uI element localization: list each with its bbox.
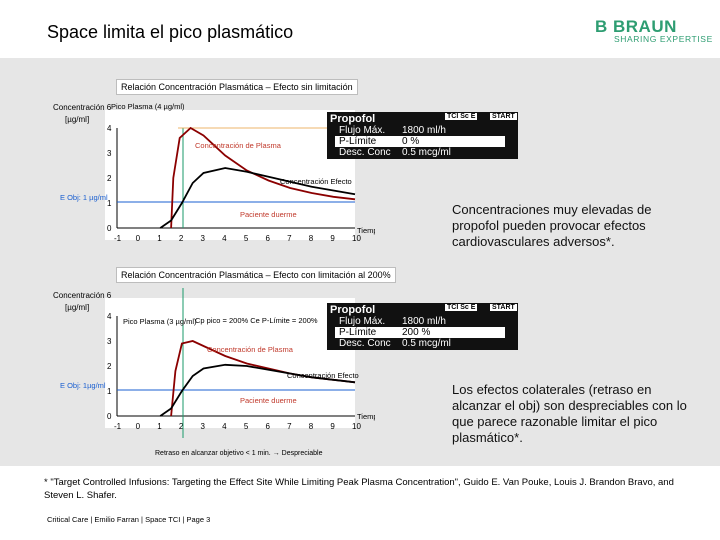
- chart-1-y-tick: 4: [107, 124, 112, 133]
- chart-1-plot-area: [105, 110, 355, 240]
- chart-2-delay-label: Retraso en alcanzar objetivo < 1 min. → …: [155, 450, 323, 457]
- chart-1-x-tick: 10: [352, 234, 361, 243]
- chart-2-x-tick: 7: [287, 422, 292, 431]
- chart-2-effect-label: Concentración Efecto: [287, 371, 359, 380]
- chart-2-y-tick: 1: [107, 387, 112, 396]
- display-2-row-2-label: P-Límite: [339, 327, 377, 338]
- chart-2-plot-area: [105, 298, 355, 428]
- chart-1-sleep-label: Paciente duerme: [240, 210, 297, 219]
- display-1-title: Propofol: [330, 113, 376, 125]
- chart-2-effect-curve: [159, 363, 356, 417]
- chart-1-x-tick: 8: [309, 234, 314, 243]
- chart-1-y-tick: 1: [107, 199, 112, 208]
- display-1-row-1-label: Flujo Máx.: [339, 125, 386, 136]
- chart-1-x-tick: 7: [287, 234, 292, 243]
- chart-1-x-tick: 4: [222, 234, 227, 243]
- pump-display-2: Propofol TCI Sc E START Flujo Máx. 1800 m…: [327, 303, 518, 350]
- chart-2-ylabel-1: Concentración 6: [53, 291, 112, 300]
- chart-1-x-tick: 9: [330, 234, 335, 243]
- chart-2-x-tick: 3: [201, 422, 206, 431]
- chart-2-x-tick: 10: [352, 422, 361, 431]
- display-2-row-1-label: Flujo Máx.: [339, 316, 386, 327]
- chart-1-xlabel: Tiempo [min]: [357, 226, 375, 235]
- display-1-row-2-label: P-Límite: [339, 136, 377, 147]
- chart-1-x-tick: 6: [265, 234, 270, 243]
- chart-2-x-tick: 1: [157, 422, 162, 431]
- display-1-row-1-value: 1800 ml/h: [402, 125, 446, 136]
- chart-1-x-tick: 0: [136, 234, 141, 243]
- chart-2-cp-label: Cp pico = 200% Ce P-Límite = 200%: [195, 316, 318, 325]
- chart-1-x-tick: 3: [201, 234, 206, 243]
- chart-2-x-tick: 4: [222, 422, 227, 431]
- display-1-row-3-label: Desc. Conc: [339, 147, 391, 158]
- brand-tagline: SHARING EXPERTISE: [614, 34, 713, 44]
- display-2-row-1-value: 1800 ml/h: [402, 316, 446, 327]
- chart-1-ylabel-1: Concentración 6: [53, 103, 112, 112]
- chart-1-y-tick: 0: [107, 224, 112, 233]
- chart-2-y-tick: 0: [107, 412, 112, 421]
- chart-1-y-tick: 2: [107, 174, 112, 183]
- page-footer: Critical Care | Emilio Farran | Space TC…: [47, 515, 211, 524]
- chart-1-ylabel-2: [µg/ml]: [65, 115, 89, 124]
- chart-2-x-tick: 2: [179, 422, 184, 431]
- chart-2-target-label: E Obj: 1µg/ml: [60, 381, 106, 390]
- chart-2-plasma-label: Concentración de Plasma: [207, 345, 294, 354]
- chart-2-sleep-label: Paciente duerme: [240, 396, 297, 405]
- side-text-2: Los efectos colaterales (retraso en alca…: [452, 382, 687, 445]
- page-title: Space limita el pico plasmático: [47, 22, 294, 42]
- display-2-row-3-value: 0.5 mcg/ml: [402, 338, 451, 349]
- chart-1-plasma-curve: [170, 126, 356, 229]
- footnote: * "Target Controlled Infusions: Targetin…: [44, 477, 674, 501]
- chart-2-y-tick: 3: [107, 337, 112, 346]
- display-2-row-3-label: Desc. Conc: [339, 338, 391, 349]
- display-1-start: START: [490, 113, 517, 120]
- display-2-tag: TCI Sc E: [445, 304, 478, 311]
- display-1-tag: TCI Sc E: [445, 113, 478, 120]
- chart-2-ylabel-2: [µg/ml]: [65, 303, 89, 312]
- chart-1-plasma-label: Concentración de Plasma: [195, 141, 282, 150]
- chart-1-y-tick: 3: [107, 149, 112, 158]
- chart-1-x-tick: 5: [244, 234, 249, 243]
- chart-2-x-tick: 6: [265, 422, 270, 431]
- chart-2-xlabel: Tiempo [min]: [357, 412, 375, 421]
- pump-display-1: Propofol TCI Sc E START Flujo Máx. 1800 m…: [327, 112, 518, 159]
- chart-1-effect-label: Concentración Efecto: [280, 177, 352, 186]
- display-2-row-2-value: 200 %: [402, 327, 431, 338]
- chart-2-x-tick: -1: [114, 422, 122, 431]
- display-2-start: START: [490, 304, 517, 311]
- chart-1-title: Relación Concentración Plasmática – Efec…: [116, 79, 358, 95]
- chart-2-x-tick: 5: [244, 422, 249, 431]
- display-1-row-3-value: 0.5 mcg/ml: [402, 147, 451, 158]
- brand-logo: B BRAUN: [595, 17, 677, 36]
- chart-2-x-tick: 9: [330, 422, 335, 431]
- side-text-1: Concentraciones muy elevadas de propofol…: [452, 202, 652, 249]
- chart-2-peak-label: Pico Plasma (3 µg/ml): [123, 317, 197, 326]
- display-2-title: Propofol: [330, 304, 376, 316]
- chart-1-x-tick: 1: [157, 234, 162, 243]
- chart-1-x-tick: 2: [179, 234, 184, 243]
- chart-1-x-tick: -1: [114, 234, 122, 243]
- chart-1-target-label: E Obj: 1 µg/ml: [60, 193, 108, 202]
- chart-2-y-tick: 2: [107, 362, 112, 371]
- display-1-row-2-value: 0 %: [402, 136, 420, 147]
- chart-2-title: Relación Concentración Plasmática – Efec…: [116, 267, 396, 283]
- chart-2-y-tick: 4: [107, 312, 112, 321]
- chart-1-effect-curve: [159, 167, 356, 229]
- chart-2-x-tick: 8: [309, 422, 314, 431]
- chart-2-x-tick: 0: [136, 422, 141, 431]
- chart-1-peak-label: Pico Plasma (4 µg/ml): [111, 102, 185, 111]
